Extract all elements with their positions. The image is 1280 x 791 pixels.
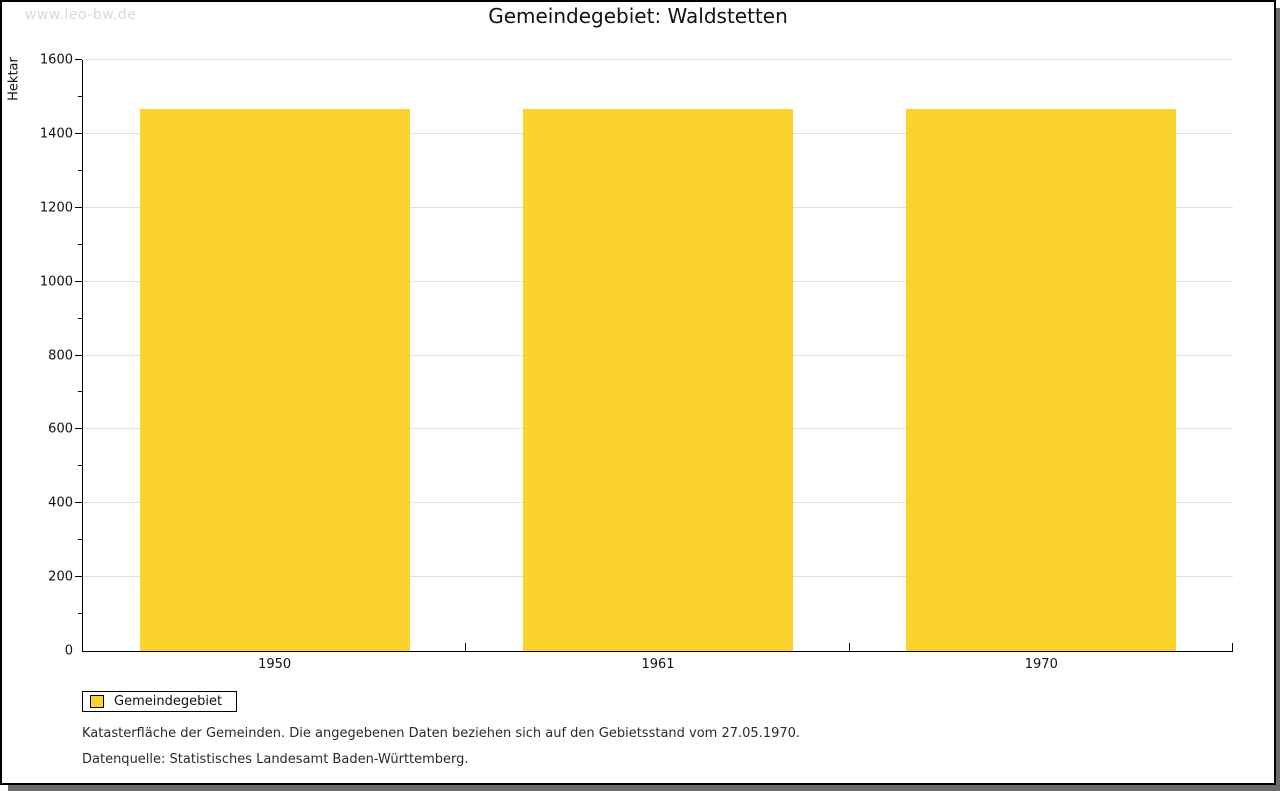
- x-boundary-tick-3: [1232, 643, 1233, 651]
- y-tick-500: [78, 465, 82, 467]
- bar-1970[interactable]: [906, 108, 1177, 651]
- watermark: www.leo-bw.de: [25, 7, 137, 23]
- legend-swatch-gemeindegebiet: [90, 695, 104, 708]
- chart-title: Gemeindegebiet: Waldstetten: [488, 4, 788, 28]
- y-tick-label-400: 400: [48, 495, 73, 511]
- y-tick-label-1400: 1400: [39, 126, 73, 142]
- y-tick-900: [78, 317, 82, 319]
- x-tick-label-1961: 1961: [641, 657, 675, 672]
- footnote-source-note: Katasterfläche der Gemeinden. Die angege…: [82, 726, 801, 741]
- bar-1961[interactable]: [523, 108, 793, 651]
- y-tick-label-200: 200: [48, 569, 73, 585]
- category-slot-1961: 1961: [466, 60, 849, 672]
- legend-label: Gemeindegebiet: [114, 694, 223, 709]
- y-tick-1300: [78, 169, 82, 171]
- y-tick-700: [78, 391, 82, 393]
- category-slot-1950: 1950: [83, 60, 466, 672]
- y-tick-200: [75, 576, 82, 578]
- y-tick-600: [75, 428, 82, 430]
- window-shadow-bottom: [8, 785, 1280, 791]
- legend-box[interactable]: Gemeindegebiet: [82, 691, 238, 712]
- x-boundary-tick-1: [465, 643, 467, 651]
- y-tick-label-0: 0: [64, 643, 73, 659]
- y-tick-1600: [75, 59, 82, 60]
- y-tick-1200: [75, 206, 82, 208]
- window-shadow-right: [1276, 8, 1280, 785]
- x-tick-label-1950: 1950: [258, 657, 292, 672]
- y-tick-label-600: 600: [48, 421, 73, 437]
- bar-1950[interactable]: [139, 108, 410, 651]
- x-tick-label-1970: 1970: [1024, 657, 1058, 672]
- y-tick-1100: [78, 243, 82, 245]
- y-tick-label-1000: 1000: [39, 274, 73, 290]
- y-tick-label-1600: 1600: [39, 52, 73, 68]
- y-tick-1000: [75, 280, 82, 282]
- category-slot-1970: 1970: [850, 60, 1233, 672]
- x-boundary-tick-2: [848, 643, 850, 651]
- y-tick-label-800: 800: [48, 348, 73, 363]
- y-tick-1500: [78, 95, 82, 97]
- y-tick-300: [78, 539, 82, 541]
- y-tick-1400: [75, 132, 82, 134]
- y-tick-400: [75, 502, 82, 504]
- y-tick-800: [75, 354, 82, 356]
- footnote-data-source: Datenquelle: Statistisches Landesamt Bad…: [82, 752, 469, 767]
- gridline-1600: [83, 59, 1233, 60]
- y-tick-100: [78, 613, 82, 615]
- y-axis-title: Hektar: [6, 57, 22, 101]
- y-tick-label-1200: 1200: [39, 200, 73, 216]
- plot-area: 0 200 400 600 800 1000 1200 1400 1600 1950 1961 197…: [40, 53, 1233, 672]
